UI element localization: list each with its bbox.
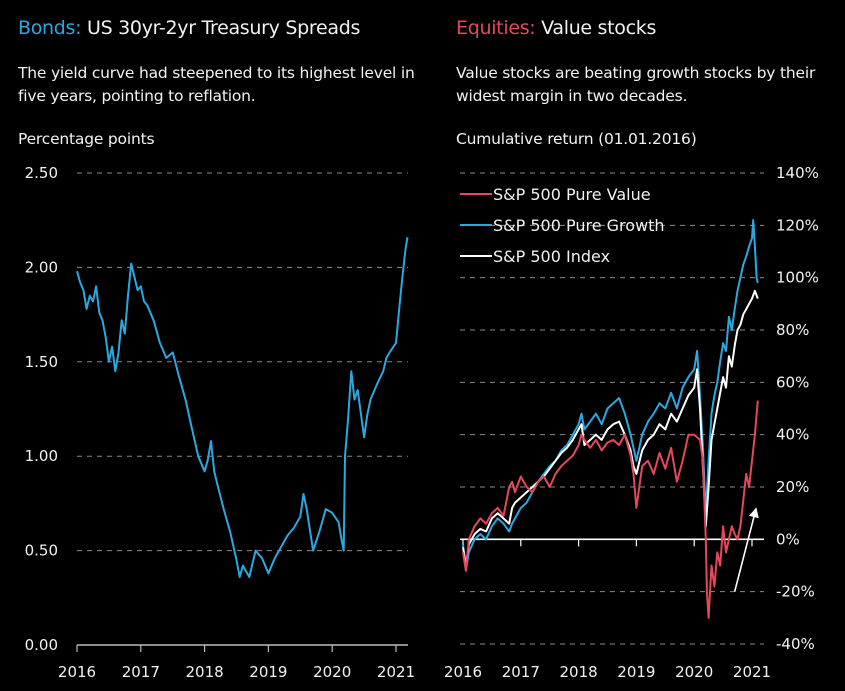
left-panel-title: Bonds: US 30yr-2yr Treasury Spreads xyxy=(18,17,360,39)
x-tick-label: 2021 xyxy=(733,663,771,681)
left-title-keyword: Bonds: xyxy=(18,17,82,39)
y-tick-label: 80% xyxy=(776,321,809,339)
x-tick-label: 2018 xyxy=(186,663,224,681)
legend: S&P 500 Pure Value S&P 500 Pure Growth S&P… xyxy=(460,185,665,266)
y-tick-label: 1.00 xyxy=(25,447,58,465)
annotation-arrow-shaft xyxy=(733,512,756,592)
y-tick-label: -20% xyxy=(776,583,815,601)
annotation-arrow-head-icon xyxy=(749,507,759,519)
y-tick-label: 100% xyxy=(776,269,819,287)
right-title-keyword: Equities: xyxy=(456,17,536,39)
y-tick-label: 20% xyxy=(776,478,809,496)
series-line-s-p-500-index xyxy=(462,289,759,567)
y-tick-label: 140% xyxy=(776,164,819,182)
y-tick-label: 120% xyxy=(776,216,819,234)
y-tick-label: 0.50 xyxy=(25,542,58,560)
x-tick-label: 2017 xyxy=(122,663,160,681)
x-tick-label: 2016 xyxy=(58,663,96,681)
left-title-rest: US 30yr-2yr Treasury Spreads xyxy=(81,17,361,39)
series-line-s-p-500-pure-growth xyxy=(462,219,759,572)
left-panel-subtitle: The yield curve had steepened to its hig… xyxy=(18,64,415,105)
legend-label: S&P 500 Pure Growth xyxy=(493,216,665,235)
legend-label: S&P 500 Index xyxy=(493,247,610,266)
legend-label: S&P 500 Pure Value xyxy=(493,185,651,204)
y-tick-label: 40% xyxy=(776,426,809,444)
equities-chart: -40% -20% 0% 20% 40% 60% 80% 100% 120% 140% 2016 20… xyxy=(444,164,819,681)
x-tick-label: 2017 xyxy=(502,663,540,681)
series-line-us-30yr-2yr-spread xyxy=(76,237,409,578)
x-tick-label: 2019 xyxy=(249,663,287,681)
right-title-rest: Value stocks xyxy=(535,17,657,39)
x-tick-label: 2021 xyxy=(377,663,415,681)
bonds-chart: 0.00 0.50 1.00 1.50 2.00 2.50 2016 2017 2018 2019… xyxy=(25,164,416,681)
y-tick-label: 1.50 xyxy=(25,353,58,371)
right-panel-title: Equities: Value stocks xyxy=(456,17,656,39)
y-tick-label: 60% xyxy=(776,373,809,391)
right-panel-subtitle: Value stocks are beating growth stocks b… xyxy=(456,64,816,105)
y-tick-label: 0.00 xyxy=(25,636,58,654)
x-tick-label: 2016 xyxy=(444,663,482,681)
right-unit-label: Cumulative return (01.01.2016) xyxy=(456,130,697,148)
series-line-s-p-500-pure-value xyxy=(462,400,759,619)
left-unit-label: Percentage points xyxy=(18,130,155,148)
x-tick-label: 2018 xyxy=(560,663,598,681)
y-tick-label: 0% xyxy=(776,530,800,548)
x-tick-label: 2020 xyxy=(313,663,351,681)
y-tick-label: 2.50 xyxy=(25,164,58,182)
x-tick-label: 2019 xyxy=(617,663,655,681)
x-tick-label: 2020 xyxy=(675,663,713,681)
y-tick-label: -40% xyxy=(776,635,815,653)
y-tick-label: 2.00 xyxy=(25,258,58,276)
